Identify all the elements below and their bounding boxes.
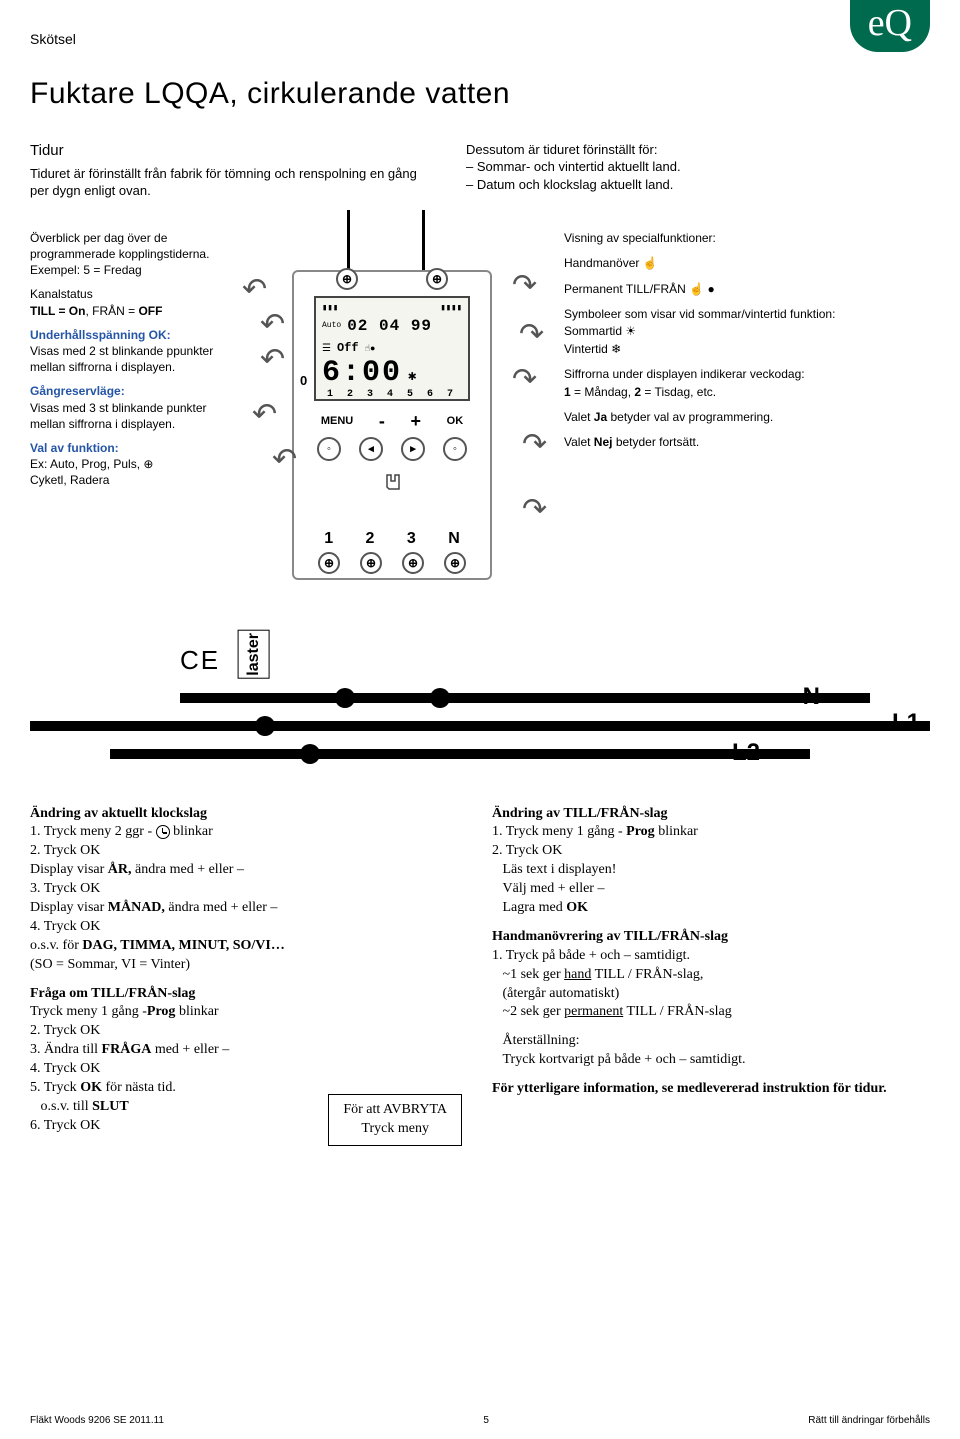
ok-button[interactable]: ◦ (443, 437, 467, 461)
abort-box: För att AVBRYTA Tryck meny (328, 1094, 462, 1146)
lcd-display: ▮▮▮▮▮▮▮ Auto 02 04 99 ☰ Off ☝● 6:00 ✱ 1 … (314, 296, 470, 401)
n-label: N (803, 681, 820, 713)
rail-l2 (110, 749, 810, 759)
menu-label: MENU (321, 414, 353, 429)
clock-icon (156, 825, 170, 839)
term3-label: 3 (407, 528, 416, 550)
arrow-icon: ↶ (519, 315, 544, 356)
arrow-icon: ↶ (522, 490, 547, 531)
plus-label: + (410, 409, 421, 433)
footer-right: Rätt till ändringar förbehålls (808, 1414, 930, 1428)
bl-h2: Fråga om TILL/FRÅN-slag (30, 986, 195, 1001)
abort-l1: För att AVBRYTA (343, 1102, 447, 1117)
mid-right-column: Visning av specialfunktioner: Handmanöve… (564, 230, 914, 460)
r-p6: Valet Ja betyder val av programmering. (564, 409, 914, 426)
rail-dot (430, 688, 450, 708)
ce-mark: CE (180, 643, 220, 678)
term-1[interactable]: ⊕ (318, 552, 340, 574)
logo-badge: eQ (850, 0, 930, 52)
gang-body: Visas med 3 st blinkande punkter mellan … (30, 401, 207, 431)
intro-left-body: Tiduret är förinställt från fabrik för t… (30, 165, 426, 200)
rail-dot (255, 716, 275, 736)
rail-l1 (30, 721, 930, 731)
l2-label: L2 (732, 737, 760, 769)
lcd-auto: Auto (322, 321, 341, 332)
underh-head: Underhållsspänning OK: (30, 328, 171, 342)
bl-h1: Ändring av aktuellt klockslag (30, 806, 207, 821)
rail-n (180, 693, 870, 703)
r-p1: Visning av specialfunktioner: (564, 230, 914, 247)
minus-label: - (379, 409, 385, 433)
br-h2: Handmanövrering av TILL/FRÅN-slag (492, 929, 728, 944)
bottom-right-col: Ändring av TILL/FRÅN-slag 1. Tryck meny … (492, 805, 924, 1146)
term-top-left[interactable]: ⊕ (336, 268, 358, 290)
lcd-time: 6:00 (322, 358, 402, 388)
page-footer: Fläkt Woods 9206 SE 2011.11 5 Rätt till … (30, 1414, 930, 1428)
r-p7: Valet Nej betyder fortsätt. (564, 434, 914, 451)
arrow-icon: ↶ (522, 425, 547, 466)
r-p2: Handmanöver ☝ (564, 255, 914, 272)
termN-label: N (448, 528, 460, 550)
arrow-icon: ↶ (272, 440, 297, 481)
term-n[interactable]: ⊕ (444, 552, 466, 574)
timer-diagram: L ⊕ ⊕ ▮▮▮▮▮▮▮ Auto 02 04 99 ☰ Off ☝● 6:0… (232, 230, 552, 610)
val-head: Val av funktion: (30, 441, 119, 455)
mid-left-column: Överblick per dag över de programmerade … (30, 230, 220, 497)
page-title: Fuktare LQQA, cirkulerande vatten (30, 74, 930, 115)
lcd-date: 02 04 99 (347, 316, 432, 338)
ok-label: OK (447, 414, 464, 429)
arrow-icon: ↶ (512, 360, 537, 401)
timer-device: ⊕ ⊕ ▮▮▮▮▮▮▮ Auto 02 04 99 ☰ Off ☝● 6:00 … (292, 270, 492, 580)
minus-button[interactable]: ◂ (359, 437, 383, 461)
kanal-body: TILL = On, FRÅN = OFF (30, 304, 162, 318)
rail-dot (335, 688, 355, 708)
hand-icon (294, 467, 490, 502)
kanal-head: Kanalstatus (30, 287, 93, 301)
bottom-left-col: Ändring av aktuellt klockslag 1. Tryck m… (30, 805, 462, 1146)
zero-label: 0 (300, 372, 307, 390)
term1-label: 1 (324, 528, 333, 550)
footer-page: 5 (483, 1414, 489, 1428)
val-body: Ex: Auto, Prog, Puls, ⊕ Cyketl, Radera (30, 457, 153, 487)
intro-heading: Tidur (30, 141, 426, 161)
term2-label: 2 (366, 528, 375, 550)
button-row: MENU - + OK (308, 409, 476, 433)
lcd-days: 1 2 3 4 5 6 7 (322, 388, 462, 402)
r-p5: Siffrorna under displayen indikerar veck… (564, 366, 914, 401)
plus-button[interactable]: ▸ (401, 437, 425, 461)
ce-row: CE laster (180, 630, 930, 679)
arrow-icon: ↶ (512, 266, 537, 307)
r-p3: Permanent TILL/FRÅN ☝ ● (564, 281, 914, 298)
intro-left: Tidur Tiduret är förinställt från fabrik… (30, 141, 426, 200)
rail-dot (300, 744, 320, 764)
term-2[interactable]: ⊕ (360, 552, 382, 574)
arrow-icon: ↶ (252, 395, 277, 436)
r-p4: Symboleer som visar vid sommar/vintertid… (564, 306, 914, 358)
menu-button[interactable]: ◦ (317, 437, 341, 461)
l1-label: L1 (892, 707, 920, 739)
term-3[interactable]: ⊕ (402, 552, 424, 574)
section-label: Skötsel (30, 30, 76, 49)
underh-body: Visas med 2 st blinkande ppunkter mellan… (30, 344, 213, 374)
arrow-icon: ↶ (260, 340, 285, 381)
rails-diagram: N L1 L2 (30, 685, 930, 775)
footer-left: Fläkt Woods 9206 SE 2011.11 (30, 1414, 164, 1428)
br-h1: Ändring av TILL/FRÅN-slag (492, 806, 668, 821)
gang-head: Gångreservläge: (30, 384, 125, 398)
lcd-off: Off (337, 340, 359, 356)
term-top-right[interactable]: ⊕ (426, 268, 448, 290)
bl-l1: 1. Tryck meny 2 ggr - (30, 824, 156, 839)
overview-text: Överblick per dag över de programmerade … (30, 230, 220, 279)
bl-l1b: blinkar (173, 824, 213, 839)
intro-right: Dessutom är tiduret förinställt för: – S… (466, 141, 862, 200)
laster-label: laster (238, 630, 270, 679)
abort-l2: Tryck meny (361, 1121, 429, 1136)
